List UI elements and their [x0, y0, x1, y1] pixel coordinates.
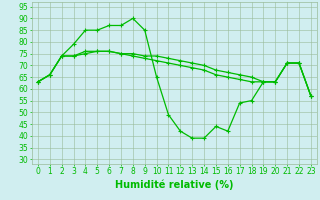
X-axis label: Humidité relative (%): Humidité relative (%): [115, 179, 234, 190]
